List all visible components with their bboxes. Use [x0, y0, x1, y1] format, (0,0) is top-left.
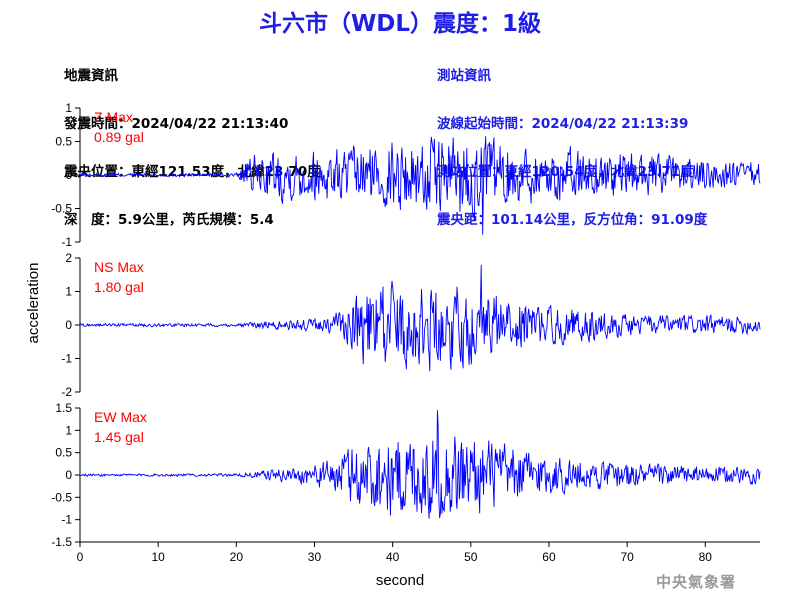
x-tick-label: 0: [77, 550, 84, 564]
y-tick-label: 0: [65, 318, 72, 332]
y-tick-label: -1: [61, 513, 72, 527]
y-tick-label: -2: [61, 385, 72, 399]
y-tick-label: -1: [61, 352, 72, 366]
y-tick-label: -1: [61, 235, 72, 249]
station-info-heading: 測站資訊: [437, 68, 491, 84]
y-tick-label: 0: [65, 468, 72, 482]
agency-watermark: 中央氣象署: [656, 573, 737, 591]
max-value-label: 0.89 gal: [94, 129, 144, 145]
y-tick-label: 2: [65, 251, 72, 265]
depth-magnitude-text: 深 度：5.9公里，芮氏規模：5.4: [64, 212, 274, 228]
x-tick-label: 20: [230, 550, 244, 564]
x-tick-label: 80: [699, 550, 713, 564]
y-tick-label: 0: [65, 168, 72, 182]
y-tick-label: 1: [65, 101, 72, 115]
wave-start-text: 波線起始時間：2024/04/22 21:13:39: [437, 116, 689, 132]
x-axis-title: second: [376, 572, 424, 589]
waveform-trace-ew: [80, 410, 761, 519]
max-value-label: 1.45 gal: [94, 429, 144, 445]
waveform-trace-ns: [79, 264, 761, 372]
epicentral-distance-text: 震央距：101.14公里，反方位角：91.09度: [437, 212, 708, 228]
max-component-label: EW Max: [94, 409, 147, 425]
y-tick-label: 0.5: [55, 135, 72, 149]
station-info-block: 測站資訊 波線起始時間：2024/04/22 21:13:39 測站位置：東經1…: [437, 36, 707, 260]
y-tick-label: 1.5: [55, 401, 72, 415]
page-title: 斗六市（WDL）震度：1級: [258, 11, 542, 37]
x-tick-label: 60: [542, 550, 556, 564]
max-component-label: NS Max: [94, 259, 144, 275]
x-tick-label: 50: [464, 550, 478, 564]
x-tick-label: 70: [620, 550, 634, 564]
y-tick-label: 1: [65, 285, 72, 299]
y-tick-label: 0.5: [55, 446, 72, 460]
quake-info-heading: 地震資訊: [64, 68, 118, 84]
y-tick-label: -0.5: [51, 490, 72, 504]
origin-time-text: 發震時間：2024/04/22 21:13:40: [64, 116, 289, 132]
y-tick-label: -0.5: [51, 202, 72, 216]
max-value-label: 1.80 gal: [94, 279, 144, 295]
y-axis-title: acceleration: [25, 263, 42, 344]
y-tick-label: -1.5: [51, 535, 72, 549]
x-tick-label: 30: [308, 550, 322, 564]
x-tick-label: 40: [386, 550, 400, 564]
waveform-trace-z: [79, 136, 761, 235]
y-tick-label: 1: [65, 423, 72, 437]
x-tick-label: 10: [151, 550, 165, 564]
max-component-label: Z Max: [94, 109, 133, 125]
